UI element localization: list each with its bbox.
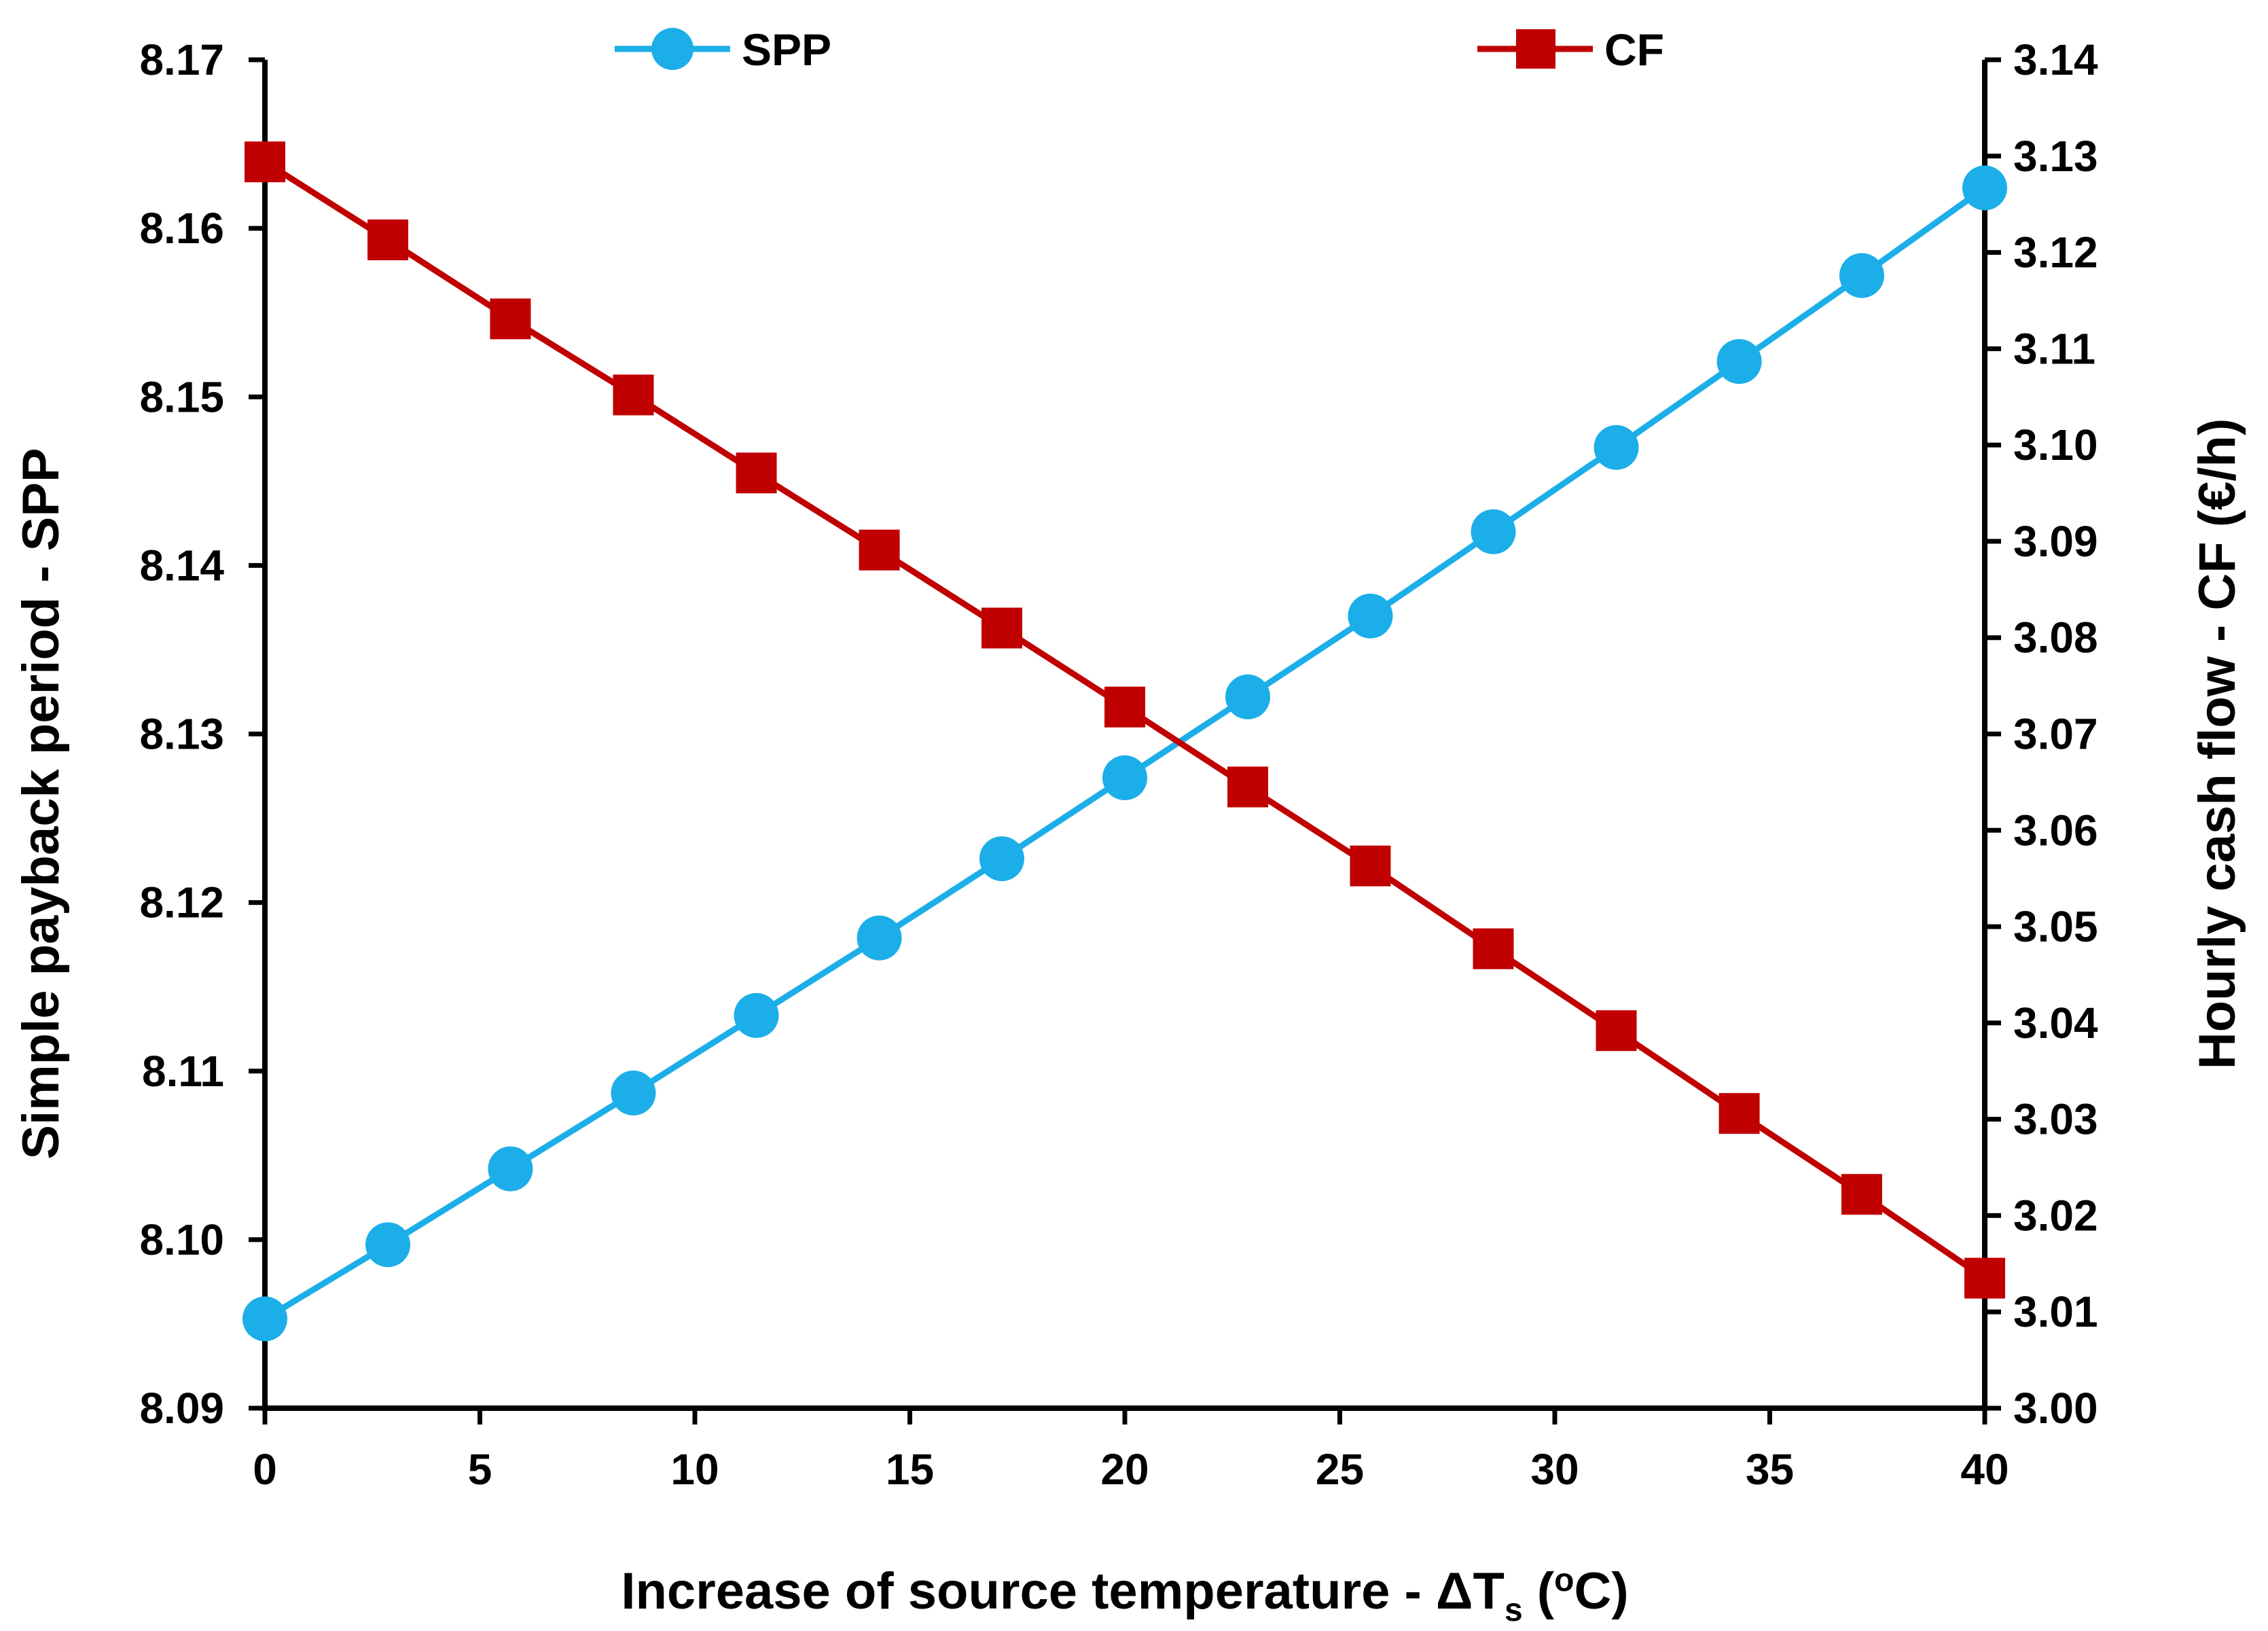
spp-point	[1348, 593, 1393, 639]
left-y-tick-label: 8.11	[142, 1047, 224, 1096]
spp-point	[242, 1296, 287, 1342]
right-y-tick-label: 3.05	[2013, 902, 2098, 951]
x-axis-title-main: Increase of source temperature - ΔT	[621, 1562, 1505, 1620]
left-y-tick-label: 8.09	[139, 1384, 224, 1433]
cf-point	[981, 607, 1022, 649]
x-axis-title-unit-open: (	[1523, 1562, 1555, 1620]
x-tick-label: 20	[1100, 1445, 1149, 1494]
x-axis-title-subscript: s	[1505, 1592, 1523, 1628]
right-y-tick-label: 3.04	[2013, 999, 2098, 1047]
legend-spp-label: SPP	[742, 24, 831, 75]
cf-point	[1964, 1257, 2005, 1299]
cf-point	[367, 219, 409, 261]
cf-point	[1227, 766, 1269, 808]
axes: 8.09 8.10 8.11 8.12 8.13 8.14 8.15 8.16 8.17 3.0…	[139, 35, 2098, 1494]
series-spp	[242, 165, 2007, 1342]
left-y-tick-label: 8.12	[139, 878, 224, 927]
spp-point	[488, 1146, 533, 1191]
x-tick-label: 25	[1316, 1445, 1364, 1494]
spp-point	[611, 1071, 656, 1116]
x-tick-label: 5	[468, 1445, 492, 1494]
right-y-tick-label: 3.01	[2013, 1287, 2098, 1336]
x-tick-label: 35	[1746, 1445, 1794, 1494]
cf-point	[490, 298, 531, 340]
spp-point	[1716, 339, 1762, 384]
legend-item-spp: SPP	[615, 24, 831, 75]
series-cf	[245, 141, 2005, 1299]
spp-point	[365, 1222, 411, 1268]
right-y-tick-label: 3.00	[2013, 1384, 2098, 1433]
left-y-ticks: 8.09 8.10 8.11 8.12 8.13 8.14 8.15 8.16 8.17	[139, 35, 265, 1433]
right-y-tick-label: 3.08	[2013, 613, 2098, 662]
cf-point	[1718, 1093, 1760, 1134]
right-y-tick-label: 3.03	[2013, 1095, 2098, 1144]
right-y-tick-label: 3.14	[2013, 35, 2098, 84]
left-y-tick-label: 8.16	[139, 204, 224, 253]
right-y-tick-label: 3.06	[2013, 806, 2098, 855]
cf-point	[1596, 1010, 1637, 1052]
right-y-tick-label: 3.07	[2013, 710, 2098, 759]
cf-point	[245, 141, 285, 183]
right-y-tick-label: 3.12	[2013, 228, 2098, 277]
left-y-tick-label: 8.15	[139, 372, 224, 421]
spp-point	[1594, 425, 1639, 470]
spp-point	[857, 915, 902, 961]
x-ticks: 0 5 10 15 20 25 30 35 40	[253, 1408, 2009, 1494]
right-y-tick-label: 3.13	[2013, 132, 2098, 181]
right-y-tick-label: 3.10	[2013, 420, 2098, 469]
x-tick-label: 0	[253, 1445, 277, 1494]
cf-point	[736, 452, 777, 494]
right-y-tick-label: 3.02	[2013, 1191, 2098, 1240]
cf-point	[613, 374, 654, 416]
spp-point	[1102, 755, 1147, 801]
x-tick-label: 40	[1960, 1445, 2009, 1494]
left-y-tick-label: 8.17	[139, 35, 224, 84]
left-y-tick-label: 8.14	[139, 541, 224, 590]
spp-point	[979, 836, 1024, 882]
spp-point	[734, 992, 779, 1038]
cf-point	[1473, 928, 1514, 969]
left-y-tick-label: 8.10	[139, 1215, 224, 1264]
x-tick-label: 30	[1530, 1445, 1579, 1494]
right-y-ticks: 3.00 3.01 3.02 3.03 3.04 3.05 3.06 3.07 3.08 3.09…	[1985, 35, 2098, 1433]
right-y-tick-label: 3.11	[2013, 324, 2095, 373]
legend-spp-marker	[651, 28, 694, 70]
cf-point	[1350, 845, 1391, 886]
x-tick-label: 10	[670, 1445, 719, 1494]
series-layer	[242, 141, 2007, 1342]
spp-point	[1839, 253, 1884, 298]
x-axis-title-unit-close: C)	[1574, 1562, 1628, 1620]
legend-item-cf: CF	[1477, 24, 1664, 75]
right-y-axis-title: Hourly cash flow - CF (€/h)	[2189, 418, 2246, 1070]
x-axis-title: Increase of source temperature - ΔTs (oC…	[621, 1562, 1628, 1628]
left-y-axis-title: Simple payback period - SPP	[12, 448, 70, 1159]
legend: SPP CF	[615, 24, 1664, 75]
legend-cf-marker	[1516, 29, 1555, 69]
right-y-tick-label: 3.09	[2013, 517, 2098, 566]
spp-point	[1225, 674, 1271, 719]
spp-point	[1962, 165, 2007, 211]
x-tick-label: 15	[886, 1445, 934, 1494]
legend-cf-label: CF	[1604, 24, 1664, 75]
cf-point	[1841, 1174, 1882, 1215]
cf-point	[859, 529, 900, 571]
x-axis-title-unit-superscript: o	[1554, 1562, 1574, 1598]
spp-point	[1471, 509, 1516, 554]
left-y-tick-label: 8.13	[139, 710, 224, 759]
cf-point	[1104, 686, 1145, 728]
